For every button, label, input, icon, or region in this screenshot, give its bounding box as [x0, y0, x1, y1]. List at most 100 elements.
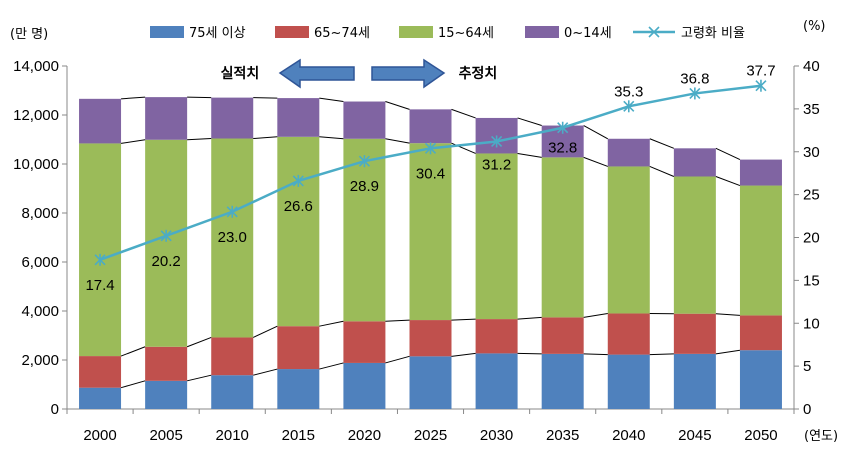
aging-ratio-marker [424, 142, 437, 155]
series-connector [253, 368, 278, 376]
series-connector [583, 125, 609, 140]
left-arrow-shape [278, 58, 355, 89]
aging-ratio-marker [623, 100, 635, 113]
series-connector [715, 313, 740, 316]
bar-segment [739, 350, 782, 409]
series-connector [385, 101, 410, 110]
bar-segment [277, 326, 320, 370]
bar-segment [739, 159, 782, 186]
bar-segment [145, 139, 188, 347]
series-connector [649, 165, 675, 177]
x-tick-label: 2010 [216, 427, 249, 444]
bar-segment [277, 136, 320, 327]
x-tick-label: 2045 [678, 427, 711, 444]
right-arrow-shape [371, 58, 446, 89]
aging-ratio-label: 17.4 [85, 277, 114, 294]
aging-ratio-label: 31.2 [482, 156, 511, 173]
aging-ratio-label: 28.9 [350, 178, 379, 195]
legend-label: 0~14세 [564, 26, 612, 41]
series-connector [583, 312, 608, 318]
aging-ratio-label: 30.4 [416, 165, 445, 182]
legend-label: 75세 이상 [189, 26, 246, 41]
aging-ratio-marker [94, 253, 106, 266]
right-arrow-label: 추정치 [459, 65, 498, 82]
left-tick-label: 12,000 [13, 107, 59, 124]
aging-ratio-label: 35.3 [614, 83, 643, 100]
right-tick-label: 35 [803, 101, 820, 118]
x-tick-label: 2040 [612, 427, 645, 444]
series-connector [451, 108, 476, 119]
bar-segment [673, 313, 716, 354]
series-connector [120, 139, 146, 144]
bar-segment [607, 138, 650, 167]
series-connector [385, 319, 410, 322]
right-tick-label: 5 [803, 358, 811, 375]
x-tick-label: 2025 [414, 427, 447, 444]
bar-segment [475, 353, 518, 409]
x-tick-label: 2050 [744, 427, 777, 444]
x-axis-unit: (연도) [804, 429, 838, 444]
aging-ratio-marker [226, 205, 238, 218]
series-connector [120, 346, 146, 357]
bar-segment [475, 153, 518, 320]
bar-segment [79, 98, 122, 144]
aging-ratio-marker [358, 155, 370, 168]
legend-swatch [525, 26, 559, 38]
series-connector [319, 97, 344, 103]
series-connector [517, 316, 542, 320]
bar-segment [673, 148, 716, 177]
series-connector [451, 318, 476, 321]
left-tick-label: 10,000 [13, 156, 59, 173]
series-connector [385, 355, 410, 364]
bar-segment [79, 387, 122, 409]
series-connector [121, 96, 146, 100]
bar-segment [409, 143, 452, 321]
left-tick-label: 14,000 [13, 58, 59, 75]
series-connector [649, 353, 674, 356]
series-connector [319, 362, 344, 370]
aging-ratio-marker [292, 174, 304, 187]
series-connector [253, 136, 278, 140]
series-connector [187, 374, 212, 382]
left-tick-label: 0 [51, 401, 59, 418]
bar-segment [607, 166, 650, 314]
series-connector [186, 336, 212, 348]
bar-segment [475, 319, 518, 354]
bar-segment [739, 315, 782, 351]
series-connector [649, 138, 675, 149]
aging-ratio-label: 23.0 [218, 229, 247, 246]
bar-segment [211, 97, 254, 139]
bar-segment [145, 97, 188, 140]
aging-ratio-marker [755, 79, 767, 92]
series-connector [319, 136, 344, 140]
aging-ratio-marker [557, 121, 569, 134]
bar-segment [211, 138, 254, 338]
series-connector [715, 176, 741, 187]
right-tick-label: 25 [803, 187, 820, 204]
right-tick-label: 15 [803, 272, 820, 289]
series-connector [583, 156, 608, 167]
bar-segment [673, 353, 716, 409]
left-tick-label: 8,000 [21, 205, 59, 222]
series-connector [517, 117, 542, 127]
right-tick-label: 40 [803, 58, 820, 75]
bar-segment [79, 143, 122, 357]
legend-line-marker [648, 26, 660, 38]
bar-segment [673, 176, 716, 314]
bar-segment [739, 185, 782, 316]
series-connector [385, 138, 410, 144]
left-tick-label: 6,000 [21, 254, 59, 271]
bar-segment [541, 353, 584, 409]
bar-segment [541, 157, 584, 318]
legend-label: 15~64세 [438, 26, 494, 41]
left-arrow-label: 실적치 [221, 65, 260, 82]
aging-ratio-marker [491, 135, 503, 148]
bar-segment [343, 138, 386, 322]
bar-segment [607, 354, 650, 409]
series-connector [715, 349, 741, 355]
bar-segment [79, 356, 122, 388]
bar-segment [343, 362, 386, 409]
bar-segment [343, 321, 386, 363]
bar-segment [211, 375, 254, 409]
